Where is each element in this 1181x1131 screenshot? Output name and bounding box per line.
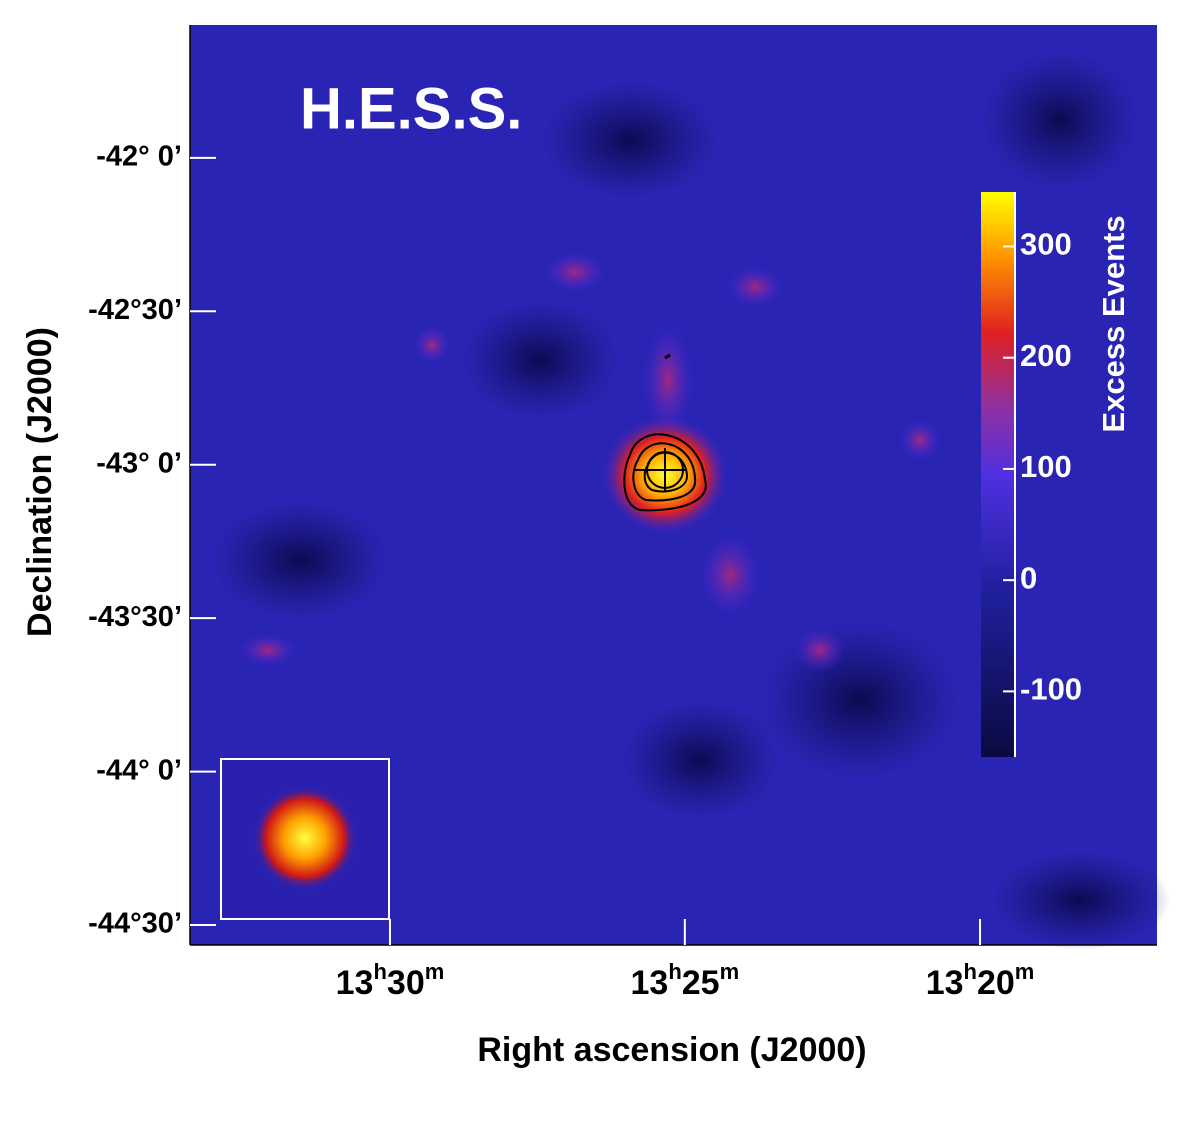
- x-tick-label-part: h: [373, 959, 386, 984]
- x-tick-label-part: 13: [630, 964, 668, 1002]
- map: [190, 25, 1170, 950]
- x-tick-label-part: m: [425, 959, 445, 984]
- y-tick-label: -44°30’: [88, 908, 182, 940]
- x-tick-label-part: h: [668, 959, 681, 984]
- y-tick-label: -42° 0’: [96, 141, 182, 173]
- x-tick-label: 13h25m: [630, 959, 739, 1002]
- x-tick-label-part: 20: [977, 964, 1015, 1002]
- x-tick-label-part: 13: [926, 964, 964, 1002]
- x-tick-label-part: 25: [682, 964, 720, 1002]
- y-axis-label: Declination (J2000): [21, 327, 59, 637]
- y-tick-label: -43° 0’: [96, 447, 182, 479]
- y-tick-label: -43°30’: [88, 601, 182, 633]
- colorbar-tick-label: -100: [1020, 672, 1082, 707]
- chart-title: H.E.S.S.: [300, 76, 522, 141]
- colorbar-label: Excess Events: [1096, 215, 1131, 432]
- colorbar: [981, 192, 1015, 757]
- x-tick-label-part: m: [1015, 959, 1035, 984]
- x-tick-label: 13h30m: [336, 959, 445, 1002]
- colorbar-tick-label: 200: [1020, 338, 1072, 373]
- x-tick-label-part: 30: [387, 964, 425, 1002]
- colorbar-tick-label: 0: [1020, 560, 1037, 595]
- x-tick-label-part: h: [964, 959, 977, 984]
- colorbar-tick-label: 300: [1020, 227, 1072, 262]
- x-tick-label: 13h20m: [926, 959, 1035, 1002]
- y-tick-label: -42°30’: [88, 294, 182, 326]
- colorbar-tick-label: 100: [1020, 449, 1072, 484]
- x-axis-label: Right ascension (J2000): [477, 1031, 866, 1069]
- x-tick-label-part: 13: [336, 964, 374, 1002]
- x-tick-label-part: m: [720, 959, 740, 984]
- y-tick-label: -44° 0’: [96, 754, 182, 786]
